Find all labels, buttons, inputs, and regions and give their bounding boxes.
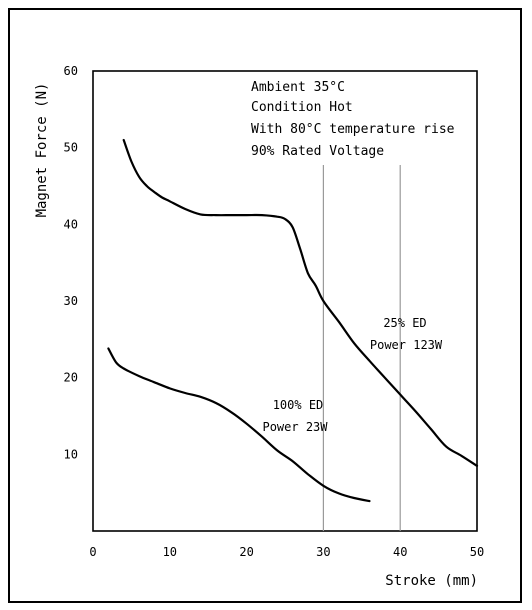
x-tick-label: 50: [470, 545, 484, 559]
series-label-25ed-line2: Power 123W: [370, 338, 443, 352]
x-tick-label: 10: [163, 545, 177, 559]
x-tick-label: 30: [316, 545, 330, 559]
series-25-percent-ed-line: [122, 138, 479, 467]
x-tick-label: 40: [393, 545, 407, 559]
y-axis-title: Magnet Force (N): [34, 83, 50, 218]
y-tick-label: 20: [64, 371, 78, 385]
series-label-25ed-line1: 25% ED: [383, 316, 426, 330]
y-tick-label: 10: [64, 447, 78, 461]
annotation-condition: Condition Hot: [251, 100, 353, 115]
y-tick-label: 30: [64, 294, 78, 308]
series-label-100ed-line2: Power 23W: [262, 420, 328, 434]
outer-frame: [8, 8, 522, 603]
series-label-100ed-line1: 100% ED: [273, 398, 324, 412]
series-100-percent-ed-line: [107, 347, 371, 503]
x-tick-label: 20: [239, 545, 253, 559]
y-tick-label: 50: [64, 141, 78, 155]
grid-layer: [322, 165, 401, 531]
annotation-voltage: 90% Rated Voltage: [251, 144, 384, 159]
plot-frame: [92, 70, 478, 532]
tick-labels: 0 10 20 30 40 50 10 20 30 40 50 60: [64, 64, 485, 559]
y-tick-label: 40: [64, 217, 78, 231]
annotation-ambient: Ambient 35°C: [251, 80, 345, 95]
series-layer: [107, 138, 479, 503]
x-axis-title: Stroke (mm): [385, 573, 478, 589]
annotation-temperature-rise: With 80°C temperature rise: [251, 122, 455, 137]
y-tick-label: 60: [64, 64, 78, 78]
x-tick-label: 0: [89, 545, 96, 559]
